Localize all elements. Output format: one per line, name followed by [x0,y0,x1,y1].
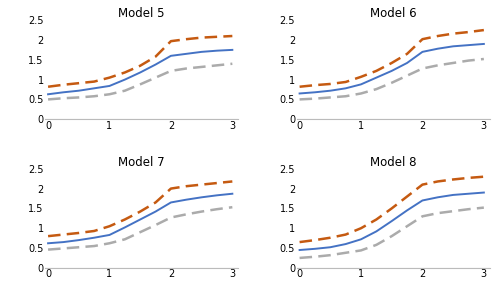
Title: Model 7: Model 7 [118,156,165,169]
Title: Model 8: Model 8 [370,156,416,169]
Title: Model 6: Model 6 [370,7,416,20]
Title: Model 5: Model 5 [118,7,165,20]
